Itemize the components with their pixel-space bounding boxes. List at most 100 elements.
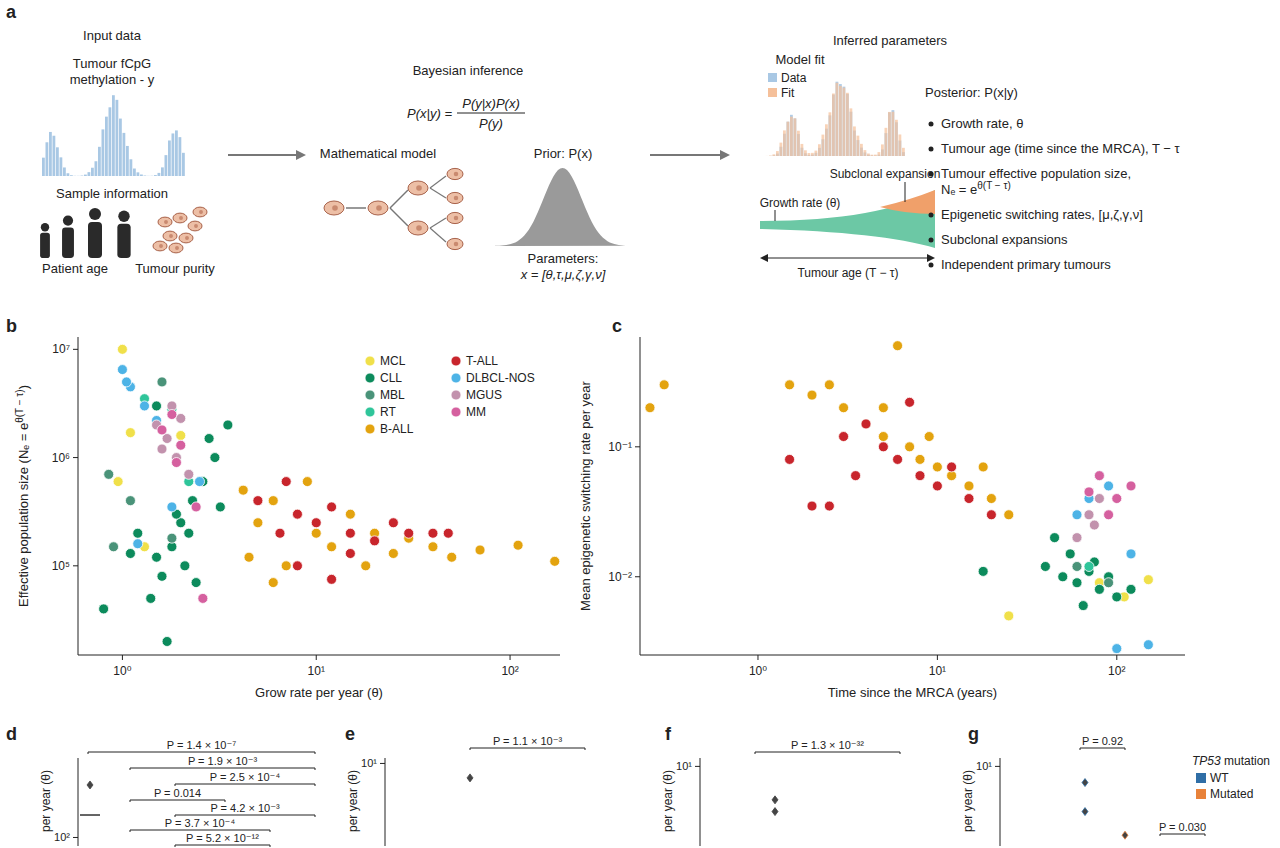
scatter-point [253, 518, 263, 528]
histogram-icon-bar [881, 144, 884, 156]
histogram-icon-bar [822, 135, 825, 156]
histogram-icon-bar [776, 151, 779, 156]
model-arrow [346, 207, 366, 209]
scatter-point [152, 401, 162, 411]
histogram-icon-bar [895, 120, 898, 156]
legend-title: TP53 mutation [1192, 754, 1270, 768]
bracket [130, 830, 270, 831]
scatter-point [215, 502, 225, 512]
cell-nucleus [416, 225, 422, 231]
y-axis [640, 337, 641, 655]
histogram-icon-bar [878, 152, 881, 156]
label: methylation - y [70, 72, 155, 87]
histogram-icon-bar [839, 84, 842, 156]
scatter-point [1104, 578, 1114, 588]
cell-nucleus [194, 224, 198, 228]
scatter-point [893, 341, 903, 351]
legend-label: RT [380, 405, 396, 419]
bullet-text: Nₑ = eθ(T − τ) [941, 180, 1011, 197]
scatter-point [311, 518, 321, 528]
scatter-point [1078, 601, 1088, 611]
histogram-icon-bar [780, 143, 783, 156]
histogram-icon-bar [871, 155, 874, 156]
scatter-point [275, 528, 285, 538]
label: Model fit [775, 52, 825, 67]
cell-icon [447, 168, 463, 179]
outlier [1082, 779, 1088, 787]
scatter-point [1058, 572, 1068, 582]
cell-icon [408, 221, 428, 235]
legend-marker [451, 356, 461, 366]
histogram-icon-bar [815, 151, 818, 156]
y-tick-label: 10¹ [976, 760, 992, 772]
scatter-point [117, 344, 127, 354]
scatter-point [133, 539, 143, 549]
scatter-point [878, 403, 888, 413]
scatter-point [851, 471, 861, 481]
scatter-point [191, 502, 201, 512]
cell-icon [368, 201, 388, 215]
bracket [315, 784, 316, 786]
cell-icon [193, 207, 207, 217]
legend-label: WT [1210, 771, 1229, 785]
scatter-point [978, 566, 988, 576]
scatter-point [311, 528, 321, 538]
x-axis-title: Time since the MRCA (years) [828, 685, 997, 700]
bullet-text: Tumour effective population size, [941, 166, 1131, 181]
outlier [1122, 831, 1128, 839]
scatter-point [1072, 561, 1082, 571]
cell-nucleus [416, 185, 422, 191]
label: Tumour fCpG [73, 56, 151, 71]
legend-label: MBL [380, 388, 405, 402]
scatter-point [281, 561, 291, 571]
scatter-point [839, 432, 849, 442]
bracket [270, 845, 271, 847]
histogram-icon-bar [850, 108, 853, 156]
histogram-icon-bar [105, 117, 108, 176]
bracket [1080, 748, 1081, 750]
scatter-point [1126, 481, 1136, 491]
text-superscript: θ(T − τ) [14, 389, 25, 423]
figure: aInput dataTumour fCpGmethylation - ySam… [0, 0, 1280, 848]
histogram-icon-bar [885, 128, 888, 156]
histogram-icon-bar [144, 175, 147, 176]
histogram-icon-bar [794, 118, 797, 156]
text-base: Effective population size (Nₑ = e [16, 423, 31, 607]
scatter-point [139, 401, 149, 411]
y-axis-title: per year (θ) [39, 770, 53, 832]
legend: TP53 mutationWTMutated [1192, 754, 1270, 801]
histogram-icon-bar [74, 175, 77, 176]
panel-letter: b [6, 316, 17, 336]
label: Tumour age (T − τ) [797, 266, 898, 280]
scatter-point [428, 542, 438, 552]
cell-icon [169, 243, 183, 253]
cell-icon [153, 241, 167, 251]
histogram-icon-bar [84, 175, 87, 176]
scatter-point [1065, 549, 1075, 559]
scatter-point [204, 434, 214, 444]
x-tick-label: 10⁰ [113, 664, 131, 678]
scatter-point [947, 462, 957, 472]
bracket [1205, 834, 1206, 836]
legend-marker [365, 373, 375, 383]
histogram-icon-bar [112, 95, 115, 176]
scatter-point [861, 419, 871, 429]
cell-nucleus [159, 244, 163, 248]
scatter-point [932, 481, 942, 491]
legend-label: CLL [380, 371, 402, 385]
histogram-icon-bar [109, 107, 112, 176]
scatter-point [1089, 520, 1099, 530]
bullet [929, 172, 934, 177]
scatter-point [99, 604, 109, 614]
scatter-point [839, 432, 849, 442]
person-icon [117, 224, 130, 258]
x-axis [640, 655, 1185, 656]
scatter-point [117, 365, 127, 375]
bracket [88, 752, 315, 753]
scatter-point [157, 377, 167, 387]
legend-label: Fit [781, 86, 795, 100]
scatter-point [210, 453, 220, 463]
label: P(y) [479, 116, 503, 131]
histogram-icon-bar [846, 93, 849, 156]
scatter-point [1072, 533, 1082, 543]
